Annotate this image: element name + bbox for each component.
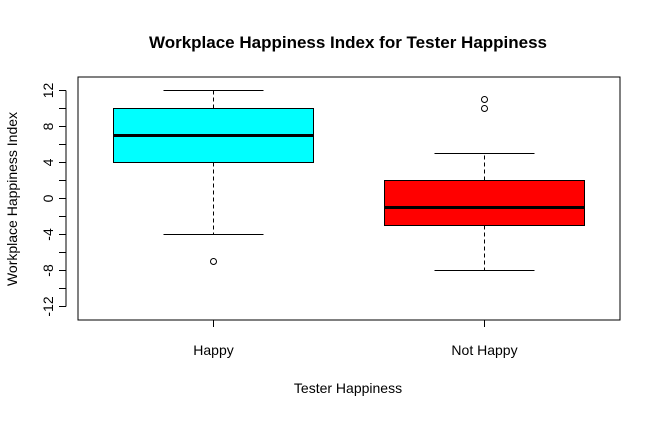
outlier-point: [210, 258, 217, 265]
box-not-happy: [384, 180, 585, 226]
chart-title: Workplace Happiness Index for Tester Hap…: [149, 33, 547, 52]
y-tick-label: 12: [40, 83, 56, 99]
chart-marks: -12 -8 -4 0 4 8 12 Happy Not Happy: [40, 83, 585, 358]
x-axis-label: Tester Happiness: [294, 380, 402, 396]
y-tick-label: 4: [40, 158, 56, 166]
y-tick-label: -8: [40, 264, 56, 277]
y-tick-label: 0: [40, 194, 56, 202]
outlier-point: [481, 105, 488, 112]
outlier-point: [481, 96, 488, 103]
y-tick-label: 8: [40, 122, 56, 130]
y-tick-label: -12: [40, 296, 56, 316]
y-axis-label: Workplace Happiness Index: [4, 112, 20, 286]
x-tick-label: Happy: [193, 342, 233, 358]
plot-frame: [77, 76, 621, 321]
y-tick-label: -4: [40, 228, 56, 241]
x-tick-label: Not Happy: [451, 342, 517, 358]
